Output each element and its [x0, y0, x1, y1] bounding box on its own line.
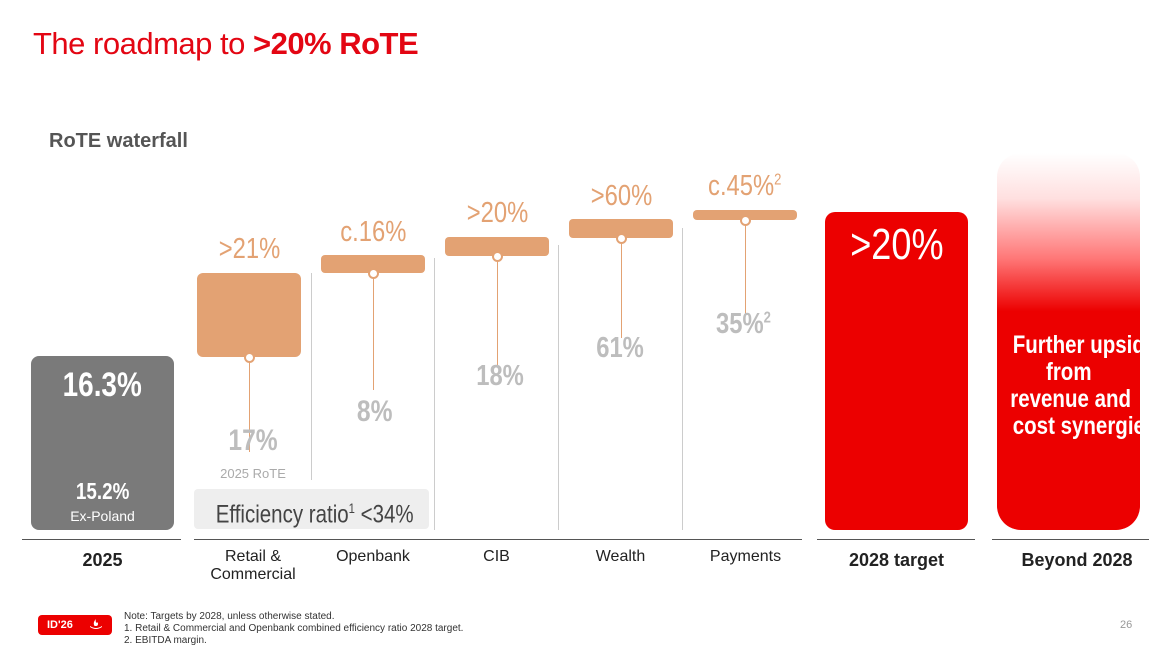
value-2025: 16.3%: [62, 366, 143, 404]
segment-target-label: >20%: [466, 197, 528, 229]
footnotes: Note: Targets by 2028, unless otherwise …: [124, 611, 464, 646]
x-label-2025: 2025: [82, 550, 123, 570]
segment-target-label: >21%: [218, 233, 280, 265]
x-label-payments: Payments: [709, 548, 782, 565]
segment-dot: [492, 251, 503, 262]
x-label-beyond-2028: Beyond 2028: [1021, 550, 1133, 570]
segment-dot: [244, 352, 255, 363]
axis-line: [992, 539, 1149, 540]
segment-box: [445, 237, 549, 256]
divider-line: [682, 228, 683, 530]
axis-line: [817, 539, 975, 540]
segment-current-label: 61%: [596, 332, 644, 364]
label-ex-poland: Ex-Poland: [70, 508, 135, 524]
divider-line: [434, 258, 435, 530]
chart-subtitle: RoTE waterfall: [49, 130, 188, 152]
segment-stem: [497, 256, 498, 366]
segment-stem: [621, 238, 622, 338]
note-2025-rote: 2025 RoTE: [220, 466, 286, 481]
x-label-openbank: Openbank: [336, 548, 410, 565]
x-label-cib: CIB: [483, 548, 510, 565]
segment-stem: [745, 220, 746, 314]
efficiency-ratio-box: Efficiency ratio1 <34%: [194, 489, 429, 529]
bar-beyond-2028: [997, 153, 1140, 530]
segment-dot: [740, 215, 751, 226]
flame-logo-icon: [90, 619, 102, 629]
segment-stem: [373, 273, 374, 390]
segment-box: [569, 219, 673, 238]
x-label-wealth: Wealth: [595, 548, 646, 565]
segment-current-label: 18%: [476, 360, 524, 392]
segment-target-label: c.45%2: [708, 170, 782, 202]
axis-line: [194, 539, 802, 540]
segment-current-label: 8%: [357, 395, 393, 428]
segment-stem: [249, 357, 250, 452]
x-label-2028-target: 2028 target: [848, 550, 945, 570]
segment-dot: [368, 268, 379, 279]
value-2028-target: >20%: [849, 220, 944, 269]
x-label-retail-commercial: Retail & Commercial: [210, 548, 296, 583]
page-title: The roadmap to >20% RoTE: [33, 26, 419, 61]
page-number: 26: [1120, 619, 1133, 631]
event-badge: ID'26: [38, 615, 112, 635]
bar-2025: [31, 356, 174, 530]
axis-line: [22, 539, 181, 540]
segment-current-label: 17%: [228, 424, 278, 457]
divider-line: [311, 273, 312, 480]
value-2025-ex-poland: 15.2%: [75, 478, 130, 504]
segment-box: [321, 255, 425, 273]
segment-target-label: c.16%: [339, 216, 407, 248]
divider-line: [558, 245, 559, 530]
beyond-2028-text: Further upside from revenue and cost syn…: [1010, 331, 1157, 440]
segment-dot: [616, 233, 627, 244]
bar-2028-target: [825, 212, 968, 530]
segment-box: [197, 273, 301, 357]
segment-current-label: 35%2: [715, 308, 771, 340]
segment-target-label: >60%: [590, 180, 652, 212]
